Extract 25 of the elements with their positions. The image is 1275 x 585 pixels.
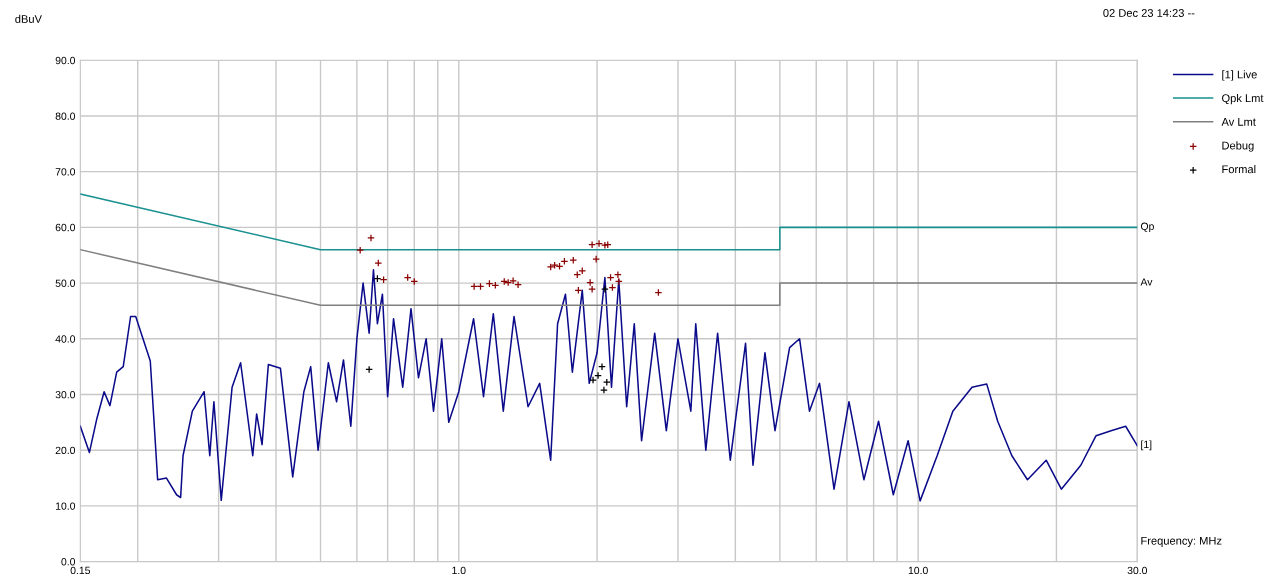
- y-tick-label: 50.0: [55, 279, 76, 287]
- x-tick-label: 30.0: [1127, 566, 1148, 575]
- y-tick-label: 20.0: [55, 446, 76, 455]
- legend-label: Debug: [1222, 141, 1254, 152]
- text: [1]: [1141, 440, 1152, 451]
- x-tick-label: 0.15: [70, 566, 91, 575]
- text: 02 Dec 23 14:23 --: [1103, 9, 1195, 17]
- y-tick-label: 10.0: [55, 502, 76, 510]
- y-axis-title: dBuV: [15, 14, 42, 23]
- y-tick-label: 60.0: [55, 223, 76, 232]
- x-tick-label: 10.0: [908, 566, 928, 575]
- x-tick-label: 1.0: [452, 566, 466, 575]
- y-tick-label: 90.0: [55, 56, 76, 65]
- legend-label: Formal: [1222, 165, 1256, 174]
- y-tick-label: 80.0: [55, 112, 76, 120]
- text: Qp: [1140, 222, 1154, 233]
- y-tick-label: 30.0: [55, 390, 76, 399]
- y-tick-label: 0.0: [61, 558, 76, 566]
- legend-label: Qpk Lmt: [1222, 93, 1264, 105]
- legend-label: [1] Live: [1222, 70, 1257, 81]
- y-tick-label: 40.0: [55, 335, 76, 343]
- x-axis-title: Frequency: MHz: [1141, 536, 1222, 547]
- text: Av: [1140, 278, 1153, 286]
- legend-label: Av Lmt: [1221, 118, 1256, 126]
- y-tick-label: 70.0: [55, 168, 76, 176]
